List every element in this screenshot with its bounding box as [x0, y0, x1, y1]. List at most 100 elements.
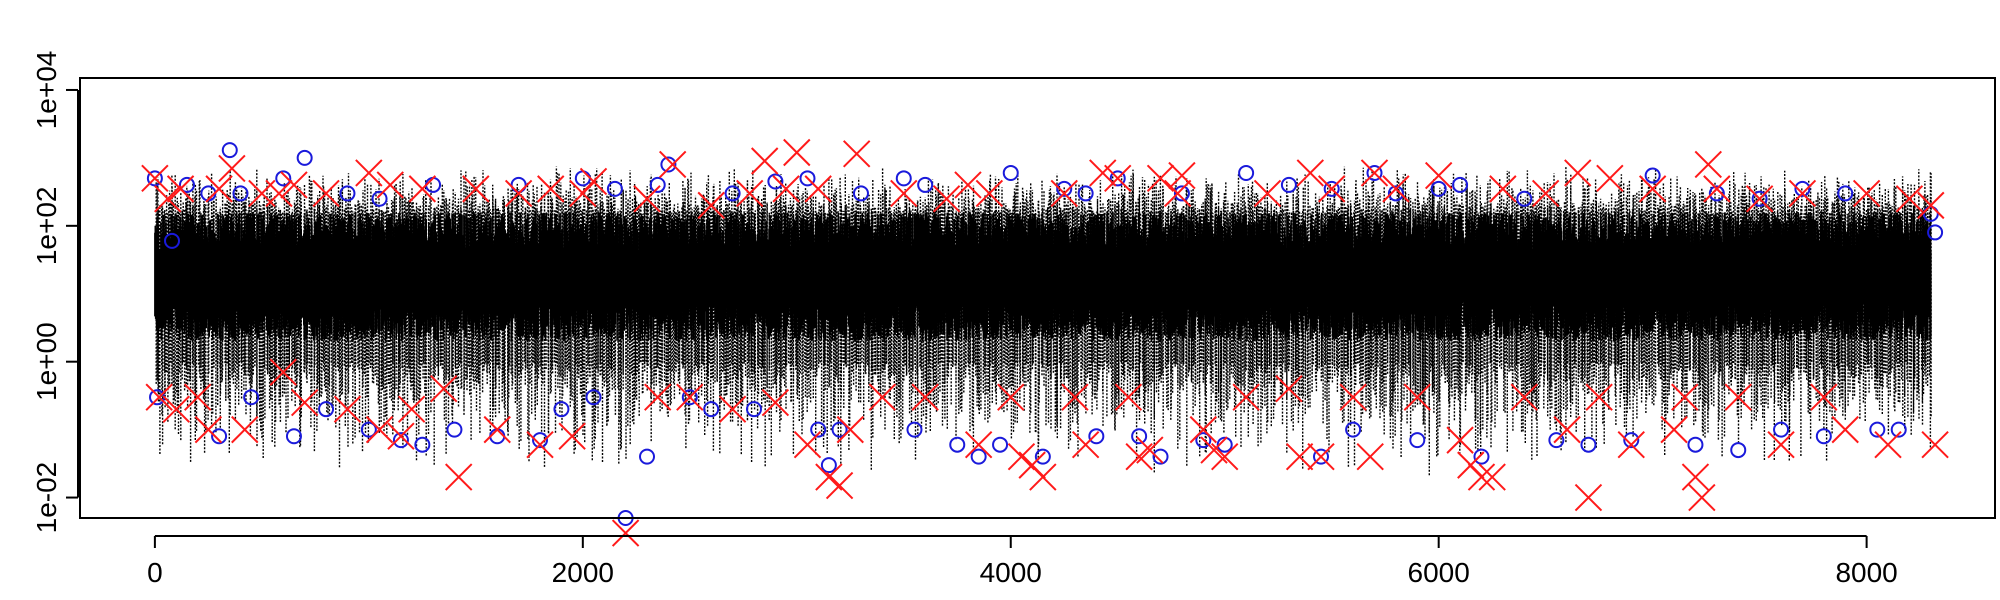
cross-point	[1694, 150, 1722, 179]
cross-point	[1596, 164, 1624, 193]
background-intervals	[154, 166, 1932, 476]
circle-point	[1323, 180, 1340, 197]
circle-point	[1452, 176, 1469, 193]
cross-point	[1071, 430, 1100, 459]
cross-point	[154, 185, 182, 213]
circle-point	[799, 170, 816, 187]
cross-point	[1638, 175, 1667, 203]
cross-point	[205, 175, 233, 203]
cross-point	[445, 463, 473, 491]
circle-point	[1280, 176, 1297, 193]
cross-point	[1788, 179, 1817, 208]
cross-point	[1688, 483, 1716, 512]
cross-point	[1285, 442, 1314, 471]
circle-point	[895, 170, 912, 187]
cross-point	[1489, 175, 1517, 203]
y-tick-label: 1e+00	[31, 322, 62, 401]
cross-point	[231, 415, 259, 444]
circle-point	[1869, 421, 1886, 438]
cross-point	[218, 154, 246, 183]
cross-point	[932, 185, 961, 213]
circle-point	[639, 448, 656, 465]
circle-point	[585, 389, 602, 406]
circle-point	[1077, 185, 1094, 202]
cross-point	[1356, 442, 1384, 471]
cross-point	[825, 471, 854, 500]
circle-point	[1922, 205, 1939, 222]
cross-point	[1050, 179, 1078, 208]
plot-frame	[79, 77, 1996, 519]
circle-point	[574, 170, 591, 187]
circle-point	[1890, 421, 1907, 438]
circle-point	[1088, 428, 1105, 445]
circle-point	[1173, 185, 1190, 202]
circle-point	[360, 421, 377, 438]
cross-point	[1189, 415, 1218, 444]
cross-point	[387, 422, 415, 450]
cross-point	[166, 175, 195, 203]
circle-point	[1837, 185, 1854, 202]
cross-point	[836, 415, 864, 444]
y-tick-label: 1e+04	[31, 51, 62, 130]
cross-point	[1917, 191, 1945, 220]
cross-point	[1745, 185, 1774, 213]
cross-point	[750, 147, 779, 175]
cross-point	[1296, 159, 1325, 187]
cross-point	[376, 171, 404, 199]
circle-point	[392, 432, 409, 449]
circle-point	[414, 436, 431, 453]
cross-point	[1831, 415, 1859, 444]
circle-point	[810, 421, 827, 438]
cross-point	[783, 138, 811, 167]
cross-point	[1767, 430, 1795, 459]
cross-point	[162, 395, 190, 423]
cross-point	[537, 175, 565, 203]
circle-series	[146, 142, 1944, 526]
cross-point	[1553, 415, 1581, 444]
cross-point	[842, 140, 871, 168]
cross-point	[408, 175, 437, 203]
cross-point	[793, 430, 822, 459]
cross-point	[1089, 159, 1117, 187]
circle-point	[1313, 448, 1330, 465]
cross-point	[290, 388, 319, 417]
circle-point	[1387, 185, 1404, 202]
circle-point	[1815, 428, 1832, 445]
cross-point	[1232, 383, 1260, 411]
circle-point	[1216, 436, 1233, 453]
circle-point	[318, 401, 335, 418]
cross-point	[736, 179, 764, 208]
circle-point	[1794, 180, 1811, 197]
cross-point	[676, 383, 704, 411]
cross-point	[1703, 175, 1731, 203]
circle-point	[1131, 428, 1148, 445]
circle-point	[1730, 442, 1747, 459]
circle-point	[211, 428, 228, 445]
cross-point	[1403, 383, 1431, 411]
circle-point	[606, 180, 623, 197]
cross-point	[462, 175, 490, 203]
y-tick-label: 1e-02	[31, 462, 62, 534]
circle-point	[1034, 448, 1051, 465]
circle-point	[1548, 432, 1565, 449]
cross-point	[1531, 179, 1560, 208]
cross-point	[579, 167, 608, 196]
cross-point	[1317, 175, 1346, 203]
cross-point	[365, 415, 394, 444]
background-core-band	[154, 212, 1932, 342]
circle-point	[1366, 164, 1383, 181]
cross-point	[312, 179, 340, 208]
cross-point	[644, 383, 672, 411]
cross-point	[1660, 415, 1688, 444]
cross-point	[997, 383, 1025, 411]
circle-point	[1430, 180, 1447, 197]
cross-point	[483, 415, 511, 444]
circle-point	[917, 176, 934, 193]
cross-point	[1136, 436, 1164, 464]
circle-point	[1002, 164, 1019, 181]
cross-point	[697, 191, 725, 220]
cross-point	[954, 171, 982, 199]
cross-point	[1382, 175, 1410, 203]
circle-point	[221, 142, 238, 159]
